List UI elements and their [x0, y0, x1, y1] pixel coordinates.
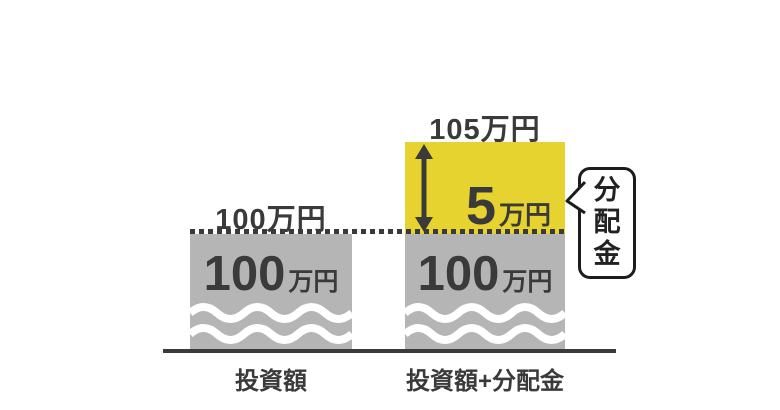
axis-baseline — [163, 349, 616, 353]
principal-level-dotted-line — [190, 229, 565, 234]
left-bar-amount-value: 100 — [203, 247, 286, 301]
distribution-amount-unit: 万円 — [498, 199, 551, 230]
investment-bar-left: 100 万円 — [190, 234, 352, 351]
right-bar-amount-unit: 万円 — [502, 268, 553, 296]
distribution-gain-block: 5 万円 — [405, 142, 565, 234]
right-bar-amount-value: 100 — [417, 247, 500, 301]
left-bar-amount-unit: 万円 — [288, 268, 339, 296]
right-bar-amount: 100 万円 — [405, 250, 565, 299]
investment-bar-right: 100 万円 — [405, 234, 565, 351]
right-bar-value-label: 105万円 — [429, 114, 541, 146]
axis-label-investment: 投資額 — [235, 368, 307, 395]
left-bar-amount: 100 万円 — [190, 250, 352, 299]
speech-bubble-label: 分配金 — [593, 175, 621, 269]
speech-bubble: 分配金 — [565, 167, 636, 279]
wave-pattern-icon — [190, 303, 352, 344]
distribution-amount: 5 万円 — [466, 179, 551, 233]
speech-bubble-tail-icon — [565, 180, 586, 215]
distribution-amount-value: 5 — [465, 175, 496, 236]
double-arrow-icon — [415, 144, 433, 232]
axis-label-investment-plus-distribution: 投資額+分配金 — [405, 368, 564, 395]
wave-pattern-icon — [405, 303, 565, 344]
